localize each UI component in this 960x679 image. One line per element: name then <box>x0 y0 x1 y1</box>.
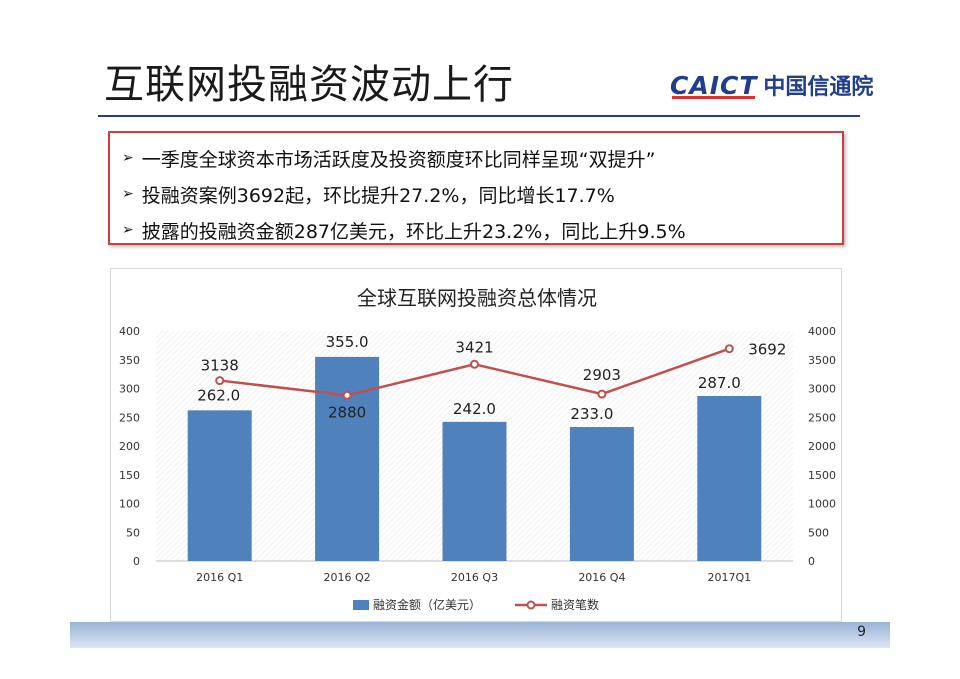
y-left-tick-label: 400 <box>119 325 140 338</box>
bullet-text: 投融资案例3692起，环比提升27.2%，同比增长17.7% <box>141 184 615 207</box>
y-right-tick-label: 1000 <box>808 498 836 511</box>
y-right-tick-label: 3500 <box>808 354 836 367</box>
combo-chart: 全球互联网投融资总体情况0501001502002503003504000500… <box>119 286 836 612</box>
bullet-item: ➢ 投融资案例3692起，环比提升27.2%，同比增长17.7% <box>122 176 842 212</box>
summary-bullets-box: ➢ 一季度全球资本市场活跃度及投资额度环比同样呈现“双提升” ➢ 投融资案例36… <box>108 131 844 245</box>
y-right-tick-label: 3000 <box>808 383 836 396</box>
footer-band <box>70 622 890 648</box>
bar <box>187 410 252 561</box>
slide-title: 互联网投融资波动上行 <box>104 62 514 108</box>
bar <box>315 356 380 561</box>
y-left-tick-label: 200 <box>119 440 140 453</box>
title-divider <box>98 115 860 117</box>
y-left-tick-label: 150 <box>119 469 140 482</box>
y-left-tick-label: 250 <box>119 411 140 424</box>
x-tick-label: 2016 Q4 <box>578 571 625 584</box>
x-tick-label: 2016 Q3 <box>451 571 498 584</box>
line-point <box>724 344 734 354</box>
page-number: 9 <box>857 624 866 640</box>
bar <box>442 421 507 561</box>
legend-line-label: 融资笔数 <box>551 597 599 612</box>
legend-line-marker <box>526 600 536 610</box>
bullet-arrow-icon: ➢ <box>122 222 134 238</box>
bar-data-label: 287.0 <box>698 374 741 392</box>
x-tick-label: 2016 Q1 <box>196 571 243 584</box>
line-data-label: 3692 <box>748 341 786 359</box>
y-right-tick-label: 0 <box>808 555 815 568</box>
caict-logo: CAICT 中国信通院 <box>670 68 873 102</box>
y-left-tick-label: 0 <box>133 555 140 568</box>
line-point <box>215 376 225 386</box>
y-left-tick-label: 300 <box>119 383 140 396</box>
legend-bar-swatch <box>353 600 369 610</box>
y-left-tick-label: 350 <box>119 354 140 367</box>
bar-data-label: 242.0 <box>453 400 496 418</box>
chart-title: 全球互联网投融资总体情况 <box>357 286 597 310</box>
bullet-text: 一季度全球资本市场活跃度及投资额度环比同样呈现“双提升” <box>141 148 656 171</box>
line-point <box>470 359 479 369</box>
bar-data-label: 233.0 <box>570 405 613 423</box>
y-right-tick-label: 2500 <box>808 411 836 424</box>
x-tick-label: 2017Q1 <box>707 571 751 584</box>
line-data-label: 3138 <box>201 357 239 375</box>
bullet-arrow-icon: ➢ <box>122 150 134 166</box>
y-left-tick-label: 100 <box>119 498 140 511</box>
y-right-tick-label: 2000 <box>808 440 836 453</box>
line-data-label: 3421 <box>455 338 493 356</box>
bar-data-label: 355.0 <box>326 333 369 351</box>
y-right-tick-label: 1500 <box>808 469 836 482</box>
logo-chinese-text: 中国信通院 <box>763 75 874 100</box>
bullet-item: ➢ 披露的投融资金额287亿美元，环比上升23.2%，同比上升9.5% <box>122 212 842 248</box>
y-left-tick-label: 50 <box>126 526 140 539</box>
line-point <box>342 390 352 400</box>
bar <box>697 395 762 561</box>
legend-bar-label: 融资金额（亿美元） <box>373 597 481 612</box>
chart-frame: 全球互联网投融资总体情况 0 50 100 150 200 250 300 350 400 0 500… <box>110 268 842 622</box>
line-data-label: 2903 <box>583 366 621 384</box>
bullet-text: 披露的投融资金额287亿美元，环比上升23.2%，同比上升9.5% <box>141 220 686 243</box>
y-right-tick-label: 500 <box>808 526 829 539</box>
bar <box>569 427 634 561</box>
bar-data-label: 262.0 <box>197 386 240 404</box>
line-data-label: 2880 <box>328 403 366 421</box>
x-tick-label: 2016 Q2 <box>324 571 371 584</box>
bullet-item: ➢ 一季度全球资本市场活跃度及投资额度环比同样呈现“双提升” <box>122 140 842 176</box>
y-right-tick-label: 4000 <box>808 325 836 338</box>
bullet-arrow-icon: ➢ <box>122 186 134 202</box>
line-point <box>597 389 607 399</box>
logo-latin-text: CAICT <box>670 70 758 100</box>
